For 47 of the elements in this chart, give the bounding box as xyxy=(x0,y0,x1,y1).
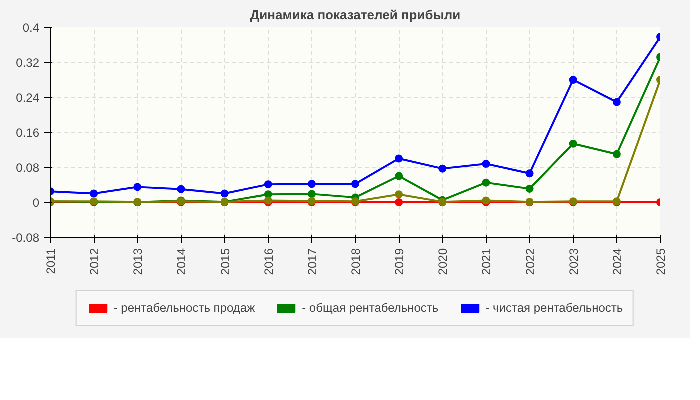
x-tick-label: 2020 xyxy=(436,248,450,276)
x-tick-label: 2019 xyxy=(392,248,407,276)
point xyxy=(569,76,578,84)
chart-title: Динамика показателей прибыли xyxy=(250,8,461,22)
x-tick-label: 2011 xyxy=(44,248,58,274)
y-tick-label: 0 xyxy=(32,196,40,210)
x-tick-label: 2014 xyxy=(174,248,189,276)
point xyxy=(612,98,621,106)
x-tick-label: 2013 xyxy=(131,248,146,276)
x-tick-label: 2021 xyxy=(480,248,494,276)
point xyxy=(177,185,186,194)
point xyxy=(395,172,404,180)
point xyxy=(482,160,490,168)
point xyxy=(308,190,316,198)
x-tick-label: 2012 xyxy=(88,248,102,276)
point xyxy=(308,180,316,188)
point xyxy=(482,178,490,187)
x-tick-label: 2025 xyxy=(654,248,668,276)
point xyxy=(569,140,578,148)
point xyxy=(264,180,272,189)
point xyxy=(438,164,447,173)
y-tick-label: 0.32 xyxy=(16,56,40,70)
legend-label: - рентабельность продаж xyxy=(114,301,256,315)
x-tick-label: 2015 xyxy=(218,248,232,276)
x-tick-label: 2022 xyxy=(523,248,538,276)
point xyxy=(220,190,229,198)
y-tick-label: 0.08 xyxy=(16,161,40,175)
point xyxy=(352,180,360,188)
point xyxy=(526,170,534,178)
y-tick-label: -0.08 xyxy=(12,231,40,245)
point xyxy=(526,184,534,193)
point xyxy=(395,198,404,206)
point xyxy=(612,150,621,158)
x-tick-label: 2024 xyxy=(610,248,624,276)
y-tick-label: 0.16 xyxy=(16,126,40,140)
point xyxy=(395,154,404,163)
point xyxy=(134,183,142,192)
point xyxy=(90,190,98,198)
point xyxy=(395,190,404,199)
x-tick-label: 2018 xyxy=(349,248,363,276)
x-tick-label: 2016 xyxy=(262,248,276,276)
legend-label: - чистая рентабельность xyxy=(486,301,624,315)
x-tick-label: 2017 xyxy=(305,248,320,276)
legend-label: - общая рентабельность xyxy=(302,301,439,315)
x-tick-label: 2023 xyxy=(566,248,581,276)
y-tick-label: 0.24 xyxy=(16,91,40,105)
y-tick-label: 0.4 xyxy=(22,21,40,35)
